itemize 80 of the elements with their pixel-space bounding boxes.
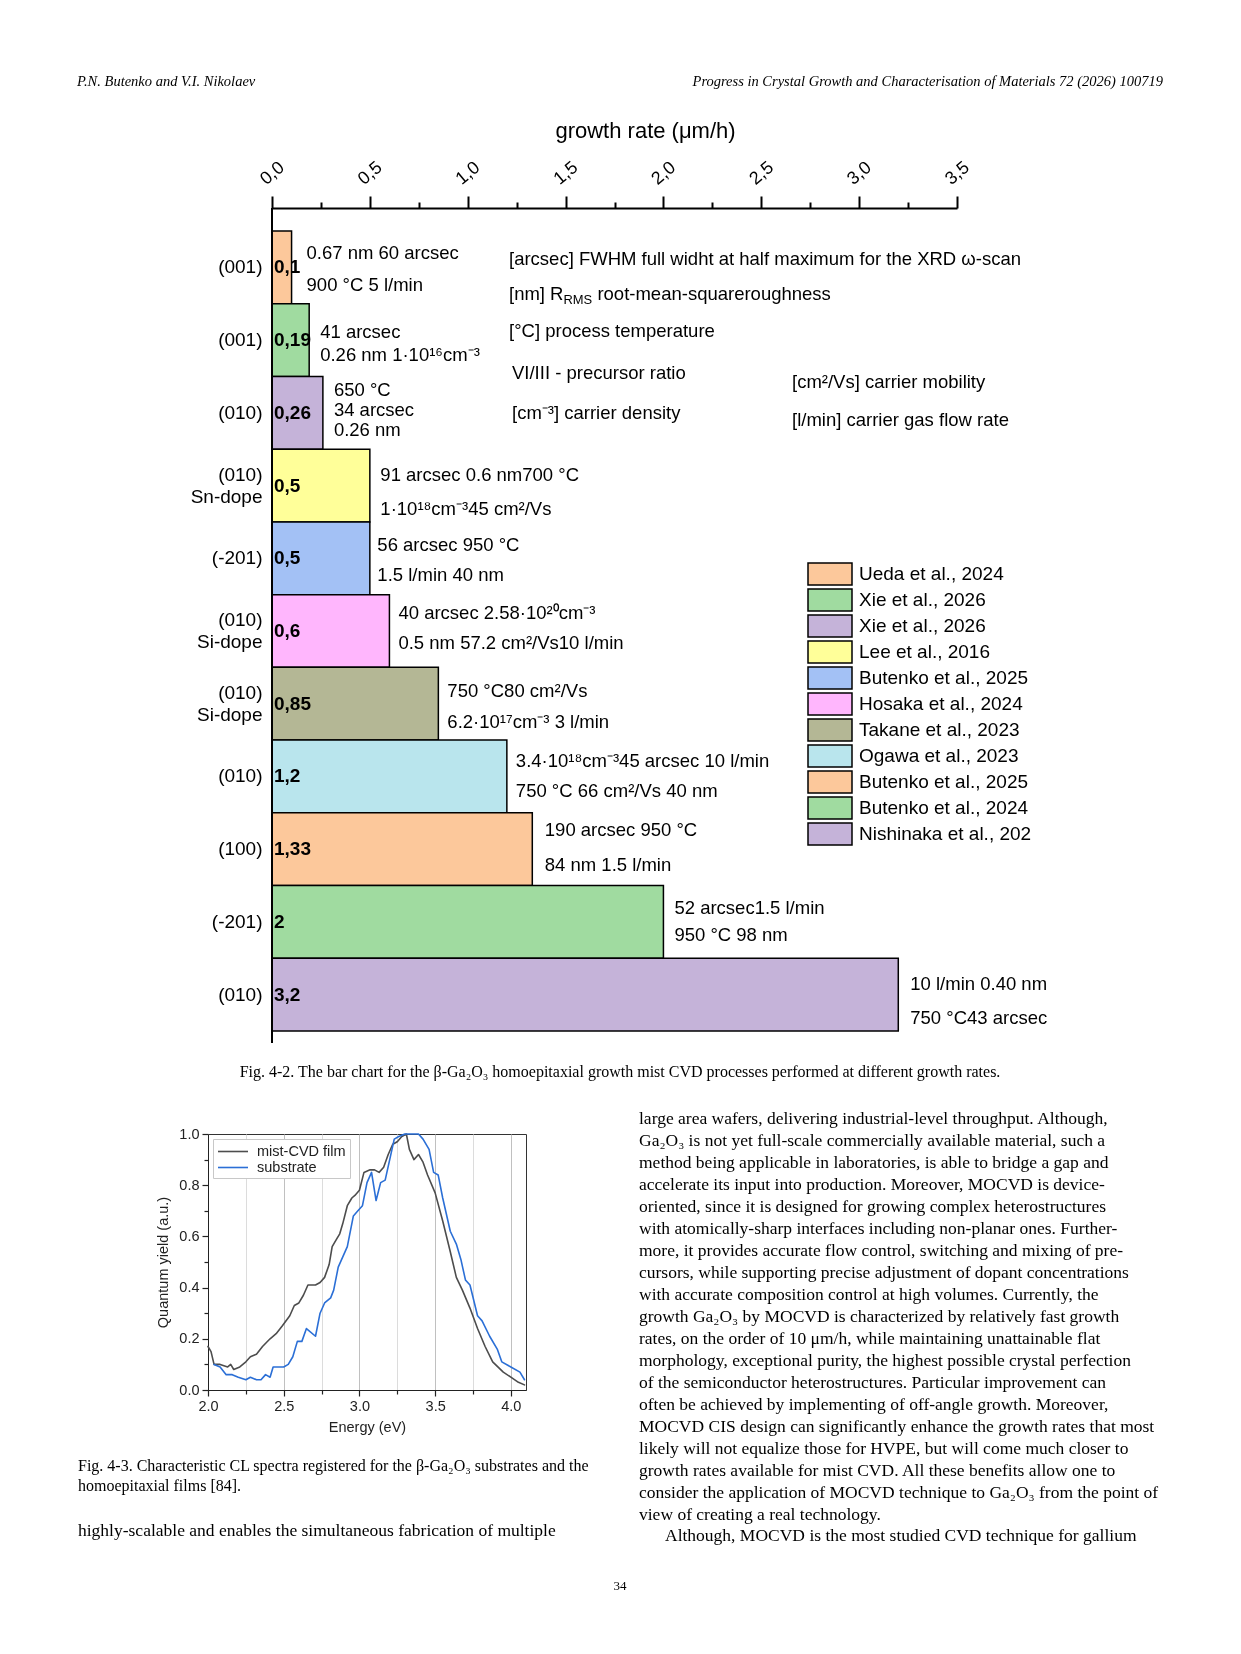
legend-label: mist-CVD film bbox=[257, 1142, 346, 1159]
annotation: 750 °C80 cm²/Vs 6.2·10¹⁷cm⁻³ 3 l/min bbox=[447, 680, 610, 733]
annotation: 3.4·10¹⁸cm⁻³45 arcsec 10 l/min 750 °C 66 cm²/Vs 40 nm bbox=[515, 750, 770, 802]
x-tick-label: 3.5 bbox=[425, 1397, 446, 1414]
y-axis-title: Quantum yield (a.u.) bbox=[155, 1196, 172, 1329]
data-label: 1,33 bbox=[274, 838, 311, 860]
x-tick-label: 2,0 bbox=[647, 157, 680, 189]
annotation: 10 l/min 0.40 nm 750 °C43 arcsec bbox=[910, 972, 1048, 1028]
y-tick-label: (100) bbox=[218, 838, 263, 860]
y-tick-label: (010) Si-dope bbox=[197, 609, 263, 652]
data-label: 3,2 bbox=[274, 983, 301, 1005]
annotation: 91 arcsec 0.6 nm700 °C 1·10¹⁸cm⁻³45 cm²/Vs bbox=[380, 464, 580, 520]
legend-label: Butenko et al., 2025 bbox=[859, 667, 1029, 688]
legend-label: Ueda et al., 2024 bbox=[859, 563, 1005, 584]
annotation: [cm²/Vs] carrier mobility bbox=[792, 371, 986, 392]
legend-label: Takane et al., 2023 bbox=[859, 719, 1020, 740]
annotation: [arcsec] FWHM full widht at half maximum for the XRD ω-scan bbox=[509, 248, 1022, 269]
legend-label: Hosaka et al., 2024 bbox=[859, 693, 1024, 714]
annotation: [cm⁻³] carrier density bbox=[512, 402, 682, 423]
x-tick-label: 1,0 bbox=[451, 157, 484, 189]
y-tick-label: (010) Sn-dope bbox=[190, 463, 263, 507]
text: Progress in Crystal Growth and Characterisation of Materials 72 (2026) 100719 bbox=[691, 73, 1164, 90]
text: Although, MOCVD is the most studied CVD technique for gallium bbox=[665, 1525, 1137, 1545]
x-tick-label: 4.0 bbox=[501, 1397, 522, 1414]
legend-label: Nishinaka et al., 202 bbox=[859, 823, 1032, 844]
x-tick-label: 2.0 bbox=[198, 1397, 219, 1414]
y-tick-label: (010) bbox=[218, 983, 263, 1005]
data-label: 2 bbox=[274, 910, 285, 932]
caption: Fig. 4-2. The bar chart for the β-Ga₂O₃ homoepitaxial growth mist CVD processes performed at different growth rates. bbox=[239, 1063, 1001, 1081]
legend-label: Butenko et al., 2024 bbox=[859, 797, 1029, 818]
x-tick-label: 0,0 bbox=[255, 157, 288, 189]
y-tick-label: 0.6 bbox=[179, 1227, 200, 1244]
y-tick-label: 0.8 bbox=[179, 1176, 200, 1193]
y-tick-label: (010) Si-dope bbox=[197, 681, 263, 725]
data-label: 1,2 bbox=[274, 765, 301, 787]
y-tick-label: (001) bbox=[218, 256, 263, 278]
x-tick-label: 3,0 bbox=[842, 157, 876, 189]
annotation: 52 arcsec1.5 l/min 950 °C 98 nm bbox=[674, 897, 825, 946]
data-label: 0,26 bbox=[274, 401, 311, 423]
y-tick-label: 0.4 bbox=[179, 1279, 200, 1296]
x-tick-label: 2,5 bbox=[745, 157, 778, 189]
y-tick-label: (010) bbox=[218, 401, 263, 423]
x-tick-label: 3,5 bbox=[940, 157, 973, 189]
annotation: 650 °C 34 arcsec 0.26 nm bbox=[333, 378, 415, 440]
x-axis-title: growth rate (μm/h) bbox=[555, 117, 736, 143]
data-label: 0,85 bbox=[274, 692, 312, 714]
annotation: [°C] process temperature bbox=[509, 320, 715, 341]
x-tick-label: 3.0 bbox=[349, 1397, 371, 1414]
annotation: 190 arcsec 950 °C 84 nm 1.5 l/min bbox=[544, 818, 698, 875]
annotation: 56 arcsec 950 °C 1.5 l/min 40 nm bbox=[377, 534, 520, 586]
annotation: 41 arcsec 0.26 nm 1·10¹⁶cm⁻³ bbox=[320, 320, 480, 365]
legend-label: Xie et al., 2026 bbox=[859, 589, 986, 610]
legend-label: Butenko et al., 2025 bbox=[859, 771, 1029, 792]
annotation: VI/III - precursor ratio bbox=[512, 362, 686, 383]
legend-label: Ogawa et al., 2023 bbox=[859, 745, 1019, 766]
x-axis-title: Energy (eV) bbox=[328, 1419, 407, 1435]
data-label: 0,5 bbox=[274, 547, 301, 569]
annotation: 0.67 nm 60 arcsec 900 °C 5 l/min bbox=[306, 242, 459, 296]
y-tick-label: (010) bbox=[218, 765, 263, 787]
y-tick-label: 1.0 bbox=[179, 1125, 200, 1142]
y-tick-label: 0.2 bbox=[179, 1330, 200, 1347]
data-label: 0,5 bbox=[274, 474, 301, 496]
y-tick-label: (-201) bbox=[211, 910, 263, 932]
legend-label: Xie et al., 2026 bbox=[859, 615, 986, 636]
y-tick-label: (001) bbox=[218, 329, 263, 351]
legend-label: substrate bbox=[257, 1158, 317, 1175]
text: P.N. Butenko and V.I. Nikolaev bbox=[76, 73, 256, 89]
text: 34 bbox=[613, 1578, 627, 1593]
data-label: 0,6 bbox=[274, 620, 301, 641]
caption: Fig. 4-3. Characteristic CL spectra registered for the β-Ga₂O₃ substrates and the homoepitaxial films [84]. bbox=[78, 1457, 589, 1495]
y-tick-label: (-201) bbox=[211, 547, 263, 569]
x-tick-label: 0,5 bbox=[353, 157, 386, 189]
annotation: [l/min] carrier gas flow rate bbox=[792, 409, 1009, 430]
text: large area wafers, delivering industrial-level throughput. Although, Ga₂O₃ is not yet full-scale commercially available material, such a method being applicable in laboratories, is able to bridge a gap and accelerate its input into production. Moreover, MOCVD is device- oriented, since it is designed for growing complex heterostructures with atomically-sharp interfaces including non-planar ones. Further- more, it provides accurate flow control, switching and mixing of pre- cursors, while supporting precise adjustment of dopant concentrations with accurate composition control at high volumes. Currently, the growth Ga₂O₃ by MOCVD is characterized by relatively fast growth rates, on the order of 10 μm/h, while maintaining unattainable flat morphology, exceptional purity, the highest possible crystal perfection of the semiconductor heterostructures. Particular improvement can often be achieved by implementing of off-angle growth. Moreover, MOCVD CIS design can significantly enhance the growth rates that most likely will not equalize those for HVPE, but will come much closer to growth rates available for mist CVD. All these benefits allow one to consider the application of MOCVD technique to Ga₂O₃ from the point of view of creating a real technology. bbox=[639, 1108, 1159, 1524]
x-tick-label: 2.5 bbox=[274, 1397, 295, 1414]
y-tick-label: 0.0 bbox=[179, 1381, 200, 1398]
legend-label: Lee et al., 2016 bbox=[859, 641, 990, 662]
x-tick-label: 1,5 bbox=[549, 157, 582, 189]
annotation: 40 arcsec 2.58·10²⁰cm⁻³ 0.5 nm 57.2 cm²/Vs10 l/min bbox=[398, 602, 624, 653]
text: highly-scalable and enables the simultaneous fabrication of multiple bbox=[78, 1520, 556, 1540]
